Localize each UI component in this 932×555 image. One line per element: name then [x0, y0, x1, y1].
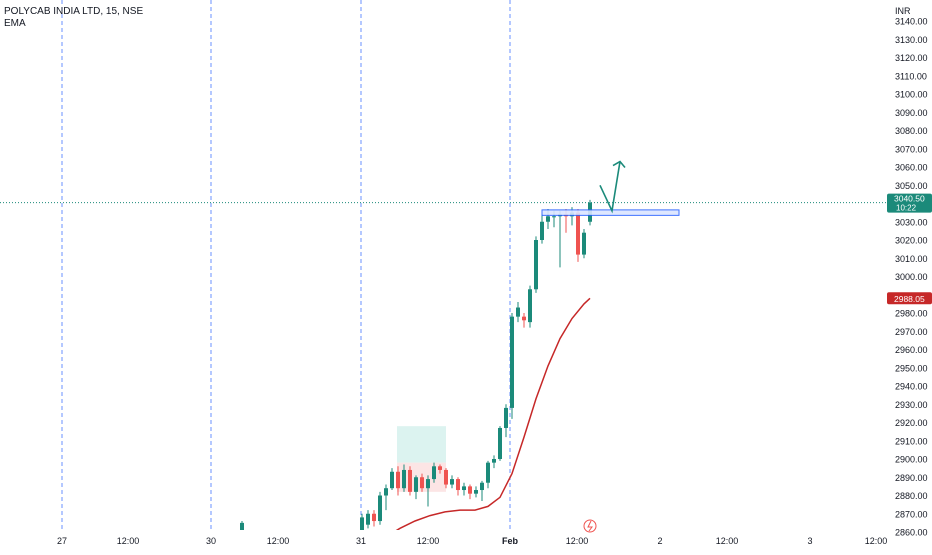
candle-body	[366, 513, 370, 525]
symbol-title[interactable]: POLYCAB INDIA LTD, 15, NSE	[4, 6, 144, 17]
price-tick-label: 2920.00	[895, 418, 928, 428]
bar-countdown: 10:22	[896, 204, 917, 213]
price-tick-label: 3100.00	[895, 90, 928, 100]
time-tick-label: 12:00	[566, 536, 589, 546]
price-tick-label: 3130.00	[895, 35, 928, 45]
price-tick-label: 3000.00	[895, 272, 928, 282]
candle-body	[432, 466, 436, 480]
time-tick-label: 12:00	[716, 536, 739, 546]
candle-body	[390, 471, 394, 489]
ema-value-label: 2988.05	[894, 294, 925, 304]
candle-body	[492, 459, 496, 463]
candle-body	[504, 407, 508, 428]
lightning-bolt-icon	[587, 520, 593, 532]
time-tick-label: 30	[206, 536, 216, 546]
last-price-value: 3040.50	[894, 194, 925, 204]
price-tick-label: 3010.00	[895, 254, 928, 264]
candle-body	[486, 462, 490, 483]
time-tick-label: 12:00	[417, 536, 440, 546]
time-tick-label: 3	[807, 536, 812, 546]
time-tick-label: 12:00	[267, 536, 290, 546]
candle-body	[450, 479, 454, 485]
candle-body	[552, 216, 556, 218]
candle-body	[378, 495, 382, 522]
candle-body	[528, 289, 532, 323]
candle-body	[396, 471, 400, 489]
candle-body	[444, 469, 448, 485]
resistance-zone-box[interactable]	[541, 209, 680, 216]
candle-body	[474, 490, 478, 494]
time-tick-label: Feb	[502, 536, 519, 546]
price-tick-label: 2900.00	[895, 455, 928, 465]
price-tick-label: 2880.00	[895, 491, 928, 501]
time-tick-label: 27	[57, 536, 67, 546]
highlight-box	[397, 426, 446, 463]
price-tick-label: 3030.00	[895, 217, 928, 227]
candle-body	[438, 466, 442, 470]
price-tick-label: 2940.00	[895, 382, 928, 392]
projection-arrow[interactable]	[599, 161, 621, 214]
price-tick-label: 2910.00	[895, 436, 928, 446]
candle-body	[420, 477, 424, 489]
candle-body	[414, 477, 418, 492]
time-tick-label: 12:00	[865, 536, 888, 546]
candle-body	[510, 316, 514, 408]
price-tick-label: 3080.00	[895, 126, 928, 136]
ema-line	[387, 297, 591, 537]
lightning-icon[interactable]	[583, 519, 597, 533]
price-tick-label: 3060.00	[895, 163, 928, 173]
candle-body	[516, 307, 520, 317]
candle-body	[456, 479, 460, 491]
price-tick-label: 3050.00	[895, 181, 928, 191]
ema-value-badge	[887, 292, 932, 305]
last-price-badge	[887, 193, 932, 213]
candle-body	[240, 522, 244, 532]
candle-body	[384, 488, 388, 496]
price-tick-label: 3020.00	[895, 236, 928, 246]
candle-body	[408, 469, 412, 492]
candle-body	[522, 316, 526, 321]
time-tick-label: 2	[657, 536, 662, 546]
price-tick-label: 2980.00	[895, 309, 928, 319]
price-tick-label: 3070.00	[895, 144, 928, 154]
price-scale[interactable]	[886, 0, 932, 550]
candle-body	[426, 479, 430, 489]
price-tick-label: 2930.00	[895, 400, 928, 410]
time-scale[interactable]	[0, 530, 886, 550]
candle-body	[498, 427, 502, 459]
candle-body	[576, 212, 580, 255]
candle-body	[360, 517, 364, 534]
time-tick-label: 12:00	[117, 536, 140, 546]
currency-label: INR	[895, 6, 911, 16]
price-tick-label: 3110.00	[895, 71, 927, 81]
price-tick-label: 3140.00	[895, 17, 928, 27]
candle-body	[462, 486, 466, 491]
candle-body	[540, 221, 544, 240]
price-tick-label: 2890.00	[895, 473, 928, 483]
candle-body	[534, 240, 538, 290]
price-tick-label: 2970.00	[895, 327, 928, 337]
candle-body	[468, 486, 472, 494]
candle-body	[546, 216, 550, 222]
price-tick-label: 3090.00	[895, 108, 928, 118]
price-tick-label: 2950.00	[895, 363, 928, 373]
chart-legend: POLYCAB INDIA LTD, 15, NSE EMA	[4, 6, 143, 30]
candle-body	[582, 232, 586, 255]
arrow-head-icon	[612, 160, 626, 169]
price-tick-label: 3120.00	[895, 53, 928, 63]
candle-body	[372, 513, 376, 522]
price-tick-label: 2860.00	[895, 528, 928, 538]
candle-body	[480, 482, 484, 491]
candle-body	[402, 469, 406, 489]
price-tick-label: 2870.00	[895, 509, 928, 519]
time-tick-label: 31	[356, 536, 366, 546]
indicator-ema-label[interactable]: EMA	[4, 18, 26, 29]
price-tick-label: 2960.00	[895, 345, 928, 355]
